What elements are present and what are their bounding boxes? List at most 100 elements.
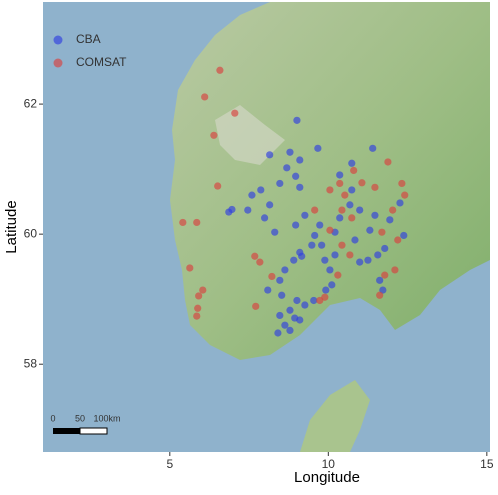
point: [331, 251, 339, 259]
point: [264, 286, 272, 294]
legend-label: COMSAT: [76, 55, 127, 69]
point: [276, 276, 284, 284]
point: [179, 218, 187, 227]
point: [346, 201, 354, 209]
point: [199, 286, 207, 294]
point: [194, 304, 202, 312]
land: [170, 2, 490, 360]
point: [311, 231, 319, 240]
point: [326, 186, 334, 194]
point: [336, 171, 344, 179]
point: [322, 286, 330, 294]
point: [283, 164, 291, 172]
point: [225, 208, 233, 216]
point: [314, 144, 322, 152]
point: [351, 236, 359, 244]
point: [398, 179, 406, 188]
point: [276, 311, 284, 320]
point: [296, 156, 304, 164]
point: [244, 206, 252, 214]
point: [381, 244, 389, 253]
point: [348, 159, 356, 167]
point: [286, 306, 294, 314]
point: [281, 321, 289, 329]
point: [266, 201, 274, 209]
legend-marker: [53, 35, 63, 45]
scale-label: 50: [75, 413, 85, 423]
point: [310, 296, 318, 305]
point: [260, 214, 269, 222]
point: [293, 296, 301, 305]
point: [336, 179, 344, 188]
point: [379, 286, 387, 294]
point: [308, 241, 316, 249]
point: [316, 221, 324, 229]
x-axis-label: Longitude: [294, 469, 360, 486]
point: [301, 211, 309, 219]
point: [356, 206, 364, 214]
point: [376, 291, 384, 299]
point: [311, 206, 319, 214]
point: [371, 183, 379, 191]
point: [346, 251, 354, 259]
point: [231, 109, 239, 117]
point: [350, 166, 358, 175]
point: [292, 221, 300, 229]
point: [356, 258, 364, 266]
point: [296, 183, 304, 191]
scale-label: 0: [50, 413, 55, 423]
point: [336, 214, 344, 222]
point: [358, 179, 366, 187]
point: [298, 252, 306, 260]
point: [341, 191, 349, 199]
point: [195, 292, 203, 300]
point: [210, 131, 218, 139]
point: [326, 226, 334, 234]
y-tick-label: 60: [24, 226, 38, 240]
point: [378, 228, 386, 236]
point: [384, 158, 392, 166]
point: [318, 241, 326, 249]
point: [193, 312, 201, 320]
point: [214, 182, 222, 190]
point: [374, 251, 382, 259]
scale-bar: 0 50 100km: [50, 413, 121, 435]
point: [321, 256, 329, 264]
point: [389, 206, 397, 214]
point: [396, 199, 404, 207]
point: [371, 211, 379, 219]
point: [381, 271, 389, 279]
point: [338, 241, 346, 249]
point: [286, 326, 294, 334]
point: [348, 186, 356, 194]
point: [248, 191, 256, 199]
point: [366, 226, 374, 234]
point: [391, 266, 399, 274]
point: [278, 291, 286, 299]
legend-label: CBA: [76, 32, 101, 46]
point: [268, 272, 276, 281]
point: [290, 256, 298, 264]
point: [271, 228, 279, 236]
point: [296, 316, 304, 324]
point: [286, 148, 294, 156]
point: [301, 301, 309, 309]
point: [216, 66, 224, 74]
x-tick-label: 15: [480, 457, 494, 471]
point: [400, 231, 408, 240]
point: [321, 293, 329, 301]
land: [300, 380, 370, 452]
point: [266, 151, 274, 159]
point: [364, 256, 372, 264]
point: [193, 218, 201, 227]
mountains: [215, 105, 285, 165]
point: [348, 214, 356, 222]
point: [293, 116, 301, 124]
y-tick-label: 62: [24, 96, 38, 110]
point: [276, 179, 284, 188]
x-tick-label: 5: [166, 457, 173, 471]
point: [394, 236, 402, 244]
point: [292, 172, 300, 180]
point: [257, 186, 265, 194]
